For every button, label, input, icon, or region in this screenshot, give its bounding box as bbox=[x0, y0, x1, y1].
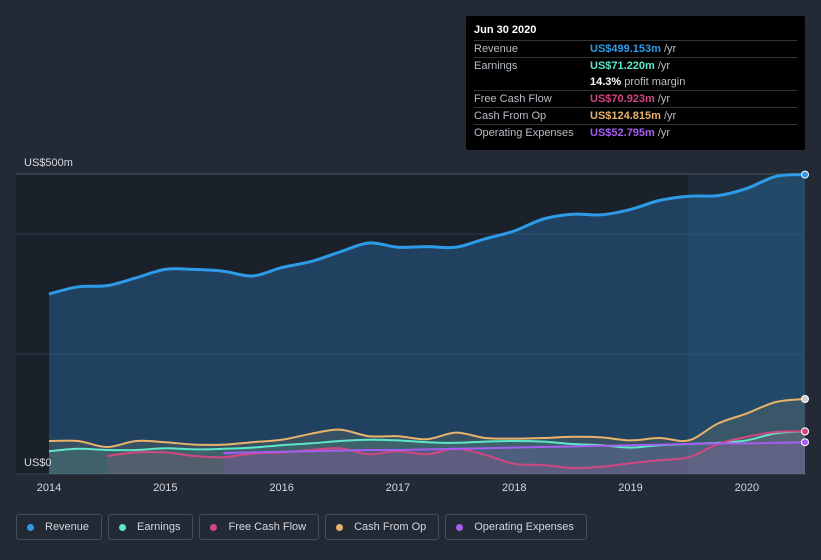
cash-from-op-endpoint-marker bbox=[801, 395, 809, 403]
operating-expenses-line bbox=[223, 441, 806, 454]
tooltip-label bbox=[474, 74, 590, 90]
legend-dot-icon bbox=[456, 523, 464, 531]
x-tick-label: 2014 bbox=[37, 482, 61, 494]
tooltip-unit: /yr bbox=[657, 93, 671, 105]
tooltip-value: 14.3% bbox=[590, 76, 622, 88]
tooltip-label: Cash From Op bbox=[474, 110, 547, 122]
chart-legend: Revenue Earnings Free Cash Flow Cash Fro… bbox=[16, 514, 587, 540]
tooltip-value: US$499.153m bbox=[590, 43, 661, 55]
revenue-endpoint-marker bbox=[801, 170, 809, 179]
legend-label: Operating Expenses bbox=[474, 521, 574, 533]
y-axis-zero-label: US$0 bbox=[24, 457, 52, 469]
tooltip-unit: profit margin bbox=[624, 76, 686, 88]
tooltip-unit: /yr bbox=[657, 60, 671, 72]
legend-label: Cash From Op bbox=[354, 521, 427, 533]
legend-item-free-cash-flow[interactable]: Free Cash Flow bbox=[199, 514, 320, 540]
data-tooltip: Jun 30 2020 Revenue US$499.153m /yr Earn… bbox=[466, 16, 805, 150]
x-tick-label: 2019 bbox=[618, 482, 642, 494]
x-tick-label: 2017 bbox=[386, 482, 410, 494]
legend-label: Free Cash Flow bbox=[228, 521, 307, 533]
tooltip-date: Jun 30 2020 bbox=[474, 24, 537, 36]
tooltip-unit: /yr bbox=[663, 110, 677, 122]
legend-dot-icon bbox=[27, 523, 34, 531]
free-cash-flow-endpoint-marker bbox=[801, 427, 809, 436]
legend-dot-icon bbox=[210, 523, 218, 531]
x-tick-label: 2018 bbox=[502, 482, 526, 494]
cash-from-op-line bbox=[48, 398, 806, 448]
legend-item-cash-from-op[interactable]: Cash From Op bbox=[325, 514, 440, 540]
tooltip-value: US$71.220m bbox=[590, 60, 655, 72]
x-tick-label: 2015 bbox=[153, 482, 177, 494]
legend-item-earnings[interactable]: Earnings bbox=[108, 514, 194, 540]
tooltip-row-earnings: Earnings US$71.220m /yr bbox=[474, 57, 797, 74]
tooltip-unit: /yr bbox=[657, 127, 671, 139]
financial-history-chart: US$500m US$0 2014 2015 2016 2017 2018 2019 202… bbox=[16, 157, 809, 494]
earnings-area bbox=[49, 431, 805, 474]
tooltip-value: US$124.815m bbox=[590, 110, 661, 122]
plot-background bbox=[16, 174, 805, 474]
revenue-line bbox=[48, 173, 806, 296]
x-tick-label: 2020 bbox=[735, 482, 759, 494]
y-axis-max-label: US$500m bbox=[24, 157, 73, 169]
legend-dot-icon bbox=[336, 523, 344, 531]
tooltip-row-revenue: Revenue US$499.153m /yr bbox=[474, 40, 797, 57]
tooltip-label: Earnings bbox=[474, 60, 518, 72]
legend-item-revenue[interactable]: Revenue bbox=[16, 514, 103, 540]
legend-label: Earnings bbox=[137, 521, 181, 533]
forecast-highlight-band bbox=[688, 174, 805, 474]
tooltip-value: US$52.795m bbox=[590, 127, 655, 139]
tooltip-label: Revenue bbox=[474, 43, 519, 55]
tooltip-label: Operating Expenses bbox=[474, 127, 574, 139]
legend-item-operating-expenses[interactable]: Operating Expenses bbox=[445, 514, 587, 540]
legend-label: Revenue bbox=[45, 521, 90, 533]
legend-dot-icon bbox=[119, 523, 127, 531]
tooltip-label: Free Cash Flow bbox=[474, 93, 552, 105]
tooltip-row-cash-from-op: Cash From Op US$124.815m /yr bbox=[474, 107, 797, 124]
operating-expenses-endpoint-marker bbox=[801, 438, 809, 447]
tooltip-row-profit-margin: 14.3% profit margin bbox=[474, 74, 797, 90]
tooltip-value: US$70.923m bbox=[590, 93, 655, 105]
tooltip-row-operating-expenses: Operating Expenses US$52.795m /yr bbox=[474, 124, 797, 141]
tooltip-row-free-cash-flow: Free Cash Flow US$70.923m /yr bbox=[474, 90, 797, 107]
revenue-area bbox=[49, 174, 805, 474]
tooltip-unit: /yr bbox=[663, 43, 677, 55]
x-tick-label: 2016 bbox=[269, 482, 293, 494]
